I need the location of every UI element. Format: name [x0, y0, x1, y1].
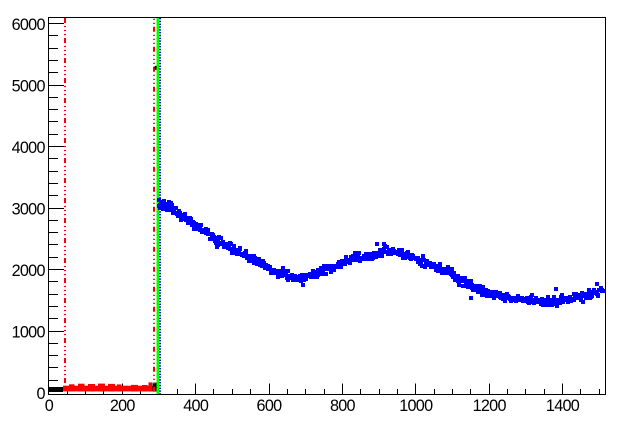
svg-text:1000: 1000 — [399, 397, 433, 415]
svg-text:5000: 5000 — [12, 77, 46, 95]
svg-text:800: 800 — [330, 397, 356, 415]
svg-text:1000: 1000 — [12, 323, 46, 341]
svg-text:600: 600 — [257, 397, 283, 415]
svg-text:0: 0 — [36, 385, 45, 403]
svg-text:2000: 2000 — [12, 262, 46, 280]
svg-text:3000: 3000 — [12, 200, 46, 218]
svg-text:1200: 1200 — [473, 397, 507, 415]
svg-text:0: 0 — [45, 397, 54, 415]
svg-text:400: 400 — [183, 397, 209, 415]
svg-text:1400: 1400 — [546, 397, 580, 415]
svg-text:200: 200 — [110, 397, 136, 415]
svg-text:4000: 4000 — [12, 139, 46, 157]
svg-text:6000: 6000 — [12, 16, 46, 34]
